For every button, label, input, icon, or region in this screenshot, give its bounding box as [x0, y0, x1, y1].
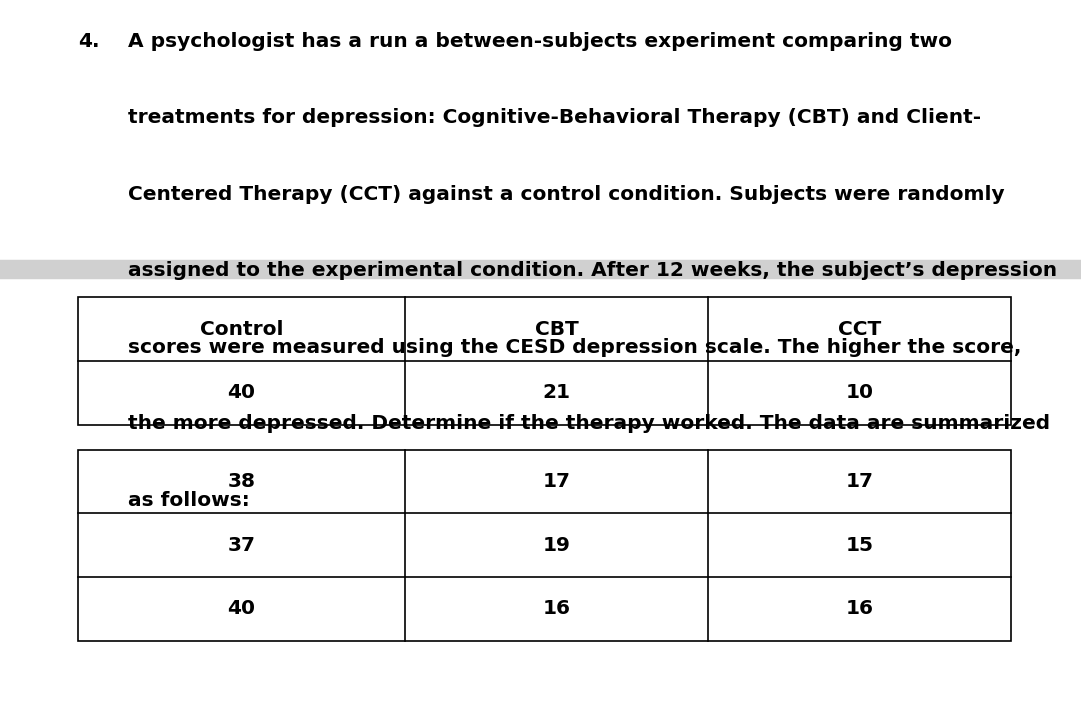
Text: 19: 19 — [543, 536, 571, 554]
Text: as follows:: as follows: — [128, 491, 250, 510]
Text: 16: 16 — [543, 600, 571, 618]
Text: 17: 17 — [845, 472, 873, 491]
Text: 40: 40 — [228, 600, 255, 618]
Text: scores were measured using the CESD depression scale. The higher the score,: scores were measured using the CESD depr… — [128, 338, 1020, 357]
Text: the more depressed. Determine if the therapy worked. The data are summarized: the more depressed. Determine if the the… — [128, 414, 1050, 433]
Text: 16: 16 — [845, 600, 873, 618]
Text: CBT: CBT — [535, 320, 578, 338]
Text: assigned to the experimental condition. After 12 weeks, the subject’s depression: assigned to the experimental condition. … — [128, 261, 1057, 280]
Text: 37: 37 — [228, 536, 255, 554]
Text: treatments for depression: Cognitive-Behavioral Therapy (CBT) and Client-: treatments for depression: Cognitive-Beh… — [128, 108, 980, 127]
Bar — [78, 297, 1011, 425]
Text: A psychologist has a run a between-subjects experiment comparing two: A psychologist has a run a between-subje… — [128, 32, 951, 51]
Text: 15: 15 — [845, 536, 873, 554]
Text: 17: 17 — [543, 472, 571, 491]
Text: 21: 21 — [543, 384, 571, 402]
Text: Centered Therapy (CCT) against a control condition. Subjects were randomly: Centered Therapy (CCT) against a control… — [128, 185, 1004, 204]
Text: 38: 38 — [228, 472, 255, 491]
Text: CCT: CCT — [838, 320, 881, 338]
Text: Control: Control — [200, 320, 283, 338]
Text: 10: 10 — [845, 384, 873, 402]
Text: 4.: 4. — [78, 32, 99, 51]
Text: 40: 40 — [228, 384, 255, 402]
Bar — [78, 450, 1011, 641]
